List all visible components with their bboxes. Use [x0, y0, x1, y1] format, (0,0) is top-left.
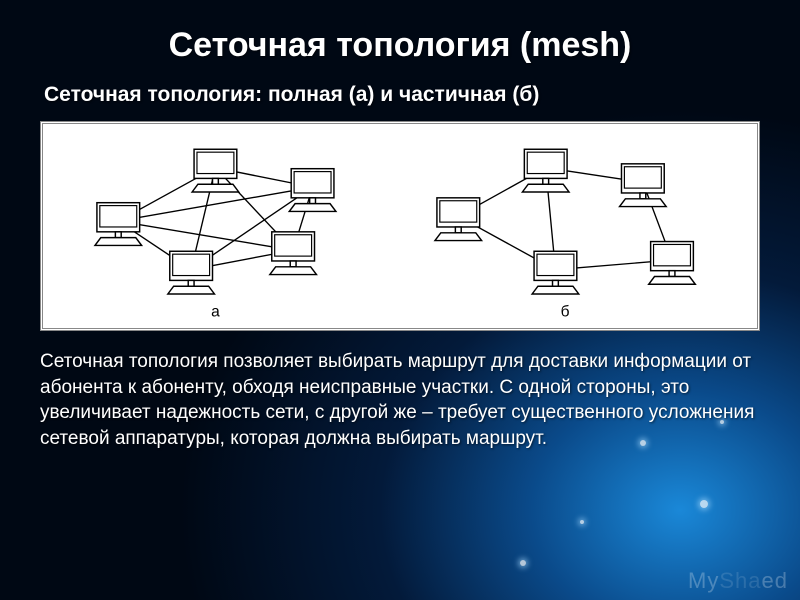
computer-icon [270, 232, 317, 275]
watermark-part3: ed [762, 568, 788, 593]
watermark-part1: My [688, 568, 719, 593]
slide-title: Сеточная топология (mesh) [40, 26, 760, 65]
computer-icon [192, 149, 239, 192]
computer-icon [168, 251, 215, 294]
computer-icon [95, 203, 142, 246]
watermark-part2: Sha [719, 568, 761, 593]
computer-icon [435, 198, 482, 241]
topology-svg: aб [43, 124, 757, 328]
mesh-edge [118, 221, 293, 250]
slide-subtitle: Сеточная топология: полная (a) и частичн… [44, 83, 760, 107]
diagram-label-a: a [211, 303, 220, 320]
computer-icon [532, 251, 579, 294]
slide-content: Сеточная топология (mesh) Сеточная топол… [0, 0, 800, 600]
computer-icon [289, 169, 336, 212]
slide-body-text: Сеточная топология позволяет выбирать ма… [40, 349, 760, 452]
computer-icon [620, 164, 667, 207]
diagram-label-b: б [561, 303, 570, 320]
watermark: MyShaed [688, 568, 788, 594]
computer-icon [649, 242, 696, 285]
computer-icon [522, 149, 569, 192]
topology-diagram: aб [40, 121, 760, 331]
